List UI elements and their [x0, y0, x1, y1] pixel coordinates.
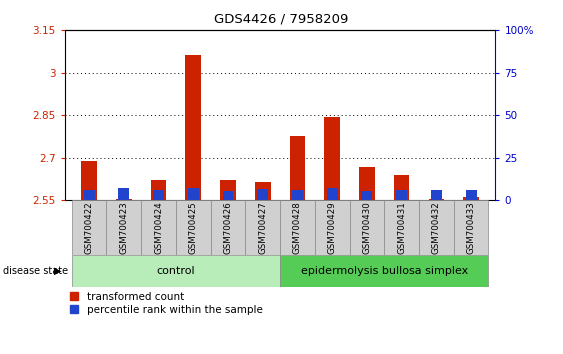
Bar [141, 200, 176, 255]
Bar [245, 200, 280, 255]
Bar [327, 188, 338, 200]
Bar [222, 191, 234, 200]
Bar [106, 200, 141, 255]
Bar [185, 55, 201, 200]
Bar [350, 200, 385, 255]
Bar [396, 190, 407, 200]
Bar [324, 117, 340, 200]
Text: GSM700427: GSM700427 [258, 201, 267, 254]
Bar [72, 255, 280, 287]
Bar [257, 189, 268, 200]
Text: GSM700428: GSM700428 [293, 201, 302, 254]
Bar [220, 179, 236, 200]
Bar [153, 190, 164, 200]
Text: GSM700425: GSM700425 [189, 201, 198, 254]
Bar [116, 199, 132, 200]
Text: GSM700422: GSM700422 [84, 201, 93, 254]
Bar [466, 190, 477, 200]
Bar [463, 197, 479, 200]
Bar [385, 200, 419, 255]
Text: GSM700432: GSM700432 [432, 201, 441, 254]
Bar [292, 190, 303, 200]
Bar [255, 182, 271, 200]
Bar [394, 175, 409, 200]
Bar [72, 200, 106, 255]
Bar [361, 191, 372, 200]
Bar [211, 200, 245, 255]
Bar [289, 136, 305, 200]
Bar [188, 188, 199, 200]
Bar [454, 200, 489, 255]
Text: GDS4426 / 7958209: GDS4426 / 7958209 [215, 12, 348, 25]
Bar [176, 200, 211, 255]
Bar [428, 199, 444, 200]
Text: GSM700426: GSM700426 [224, 201, 233, 254]
Text: epidermolysis bullosa simplex: epidermolysis bullosa simplex [301, 266, 468, 276]
Bar [83, 190, 95, 200]
Text: GSM700429: GSM700429 [328, 201, 337, 254]
Text: GSM700423: GSM700423 [119, 201, 128, 254]
Bar [315, 200, 350, 255]
Text: GSM700433: GSM700433 [467, 201, 476, 254]
Bar [118, 188, 129, 200]
Text: GSM700430: GSM700430 [363, 201, 372, 254]
Text: GSM700424: GSM700424 [154, 201, 163, 254]
Bar [280, 200, 315, 255]
Bar [81, 161, 97, 200]
Bar [151, 179, 166, 200]
Legend: transformed count, percentile rank within the sample: transformed count, percentile rank withi… [70, 292, 262, 315]
Text: disease state: disease state [3, 266, 68, 276]
Bar [280, 255, 489, 287]
Bar [419, 200, 454, 255]
Text: GSM700431: GSM700431 [397, 201, 406, 254]
Text: ▶: ▶ [55, 266, 62, 276]
Bar [359, 167, 375, 200]
Bar [431, 190, 442, 200]
Text: control: control [157, 266, 195, 276]
